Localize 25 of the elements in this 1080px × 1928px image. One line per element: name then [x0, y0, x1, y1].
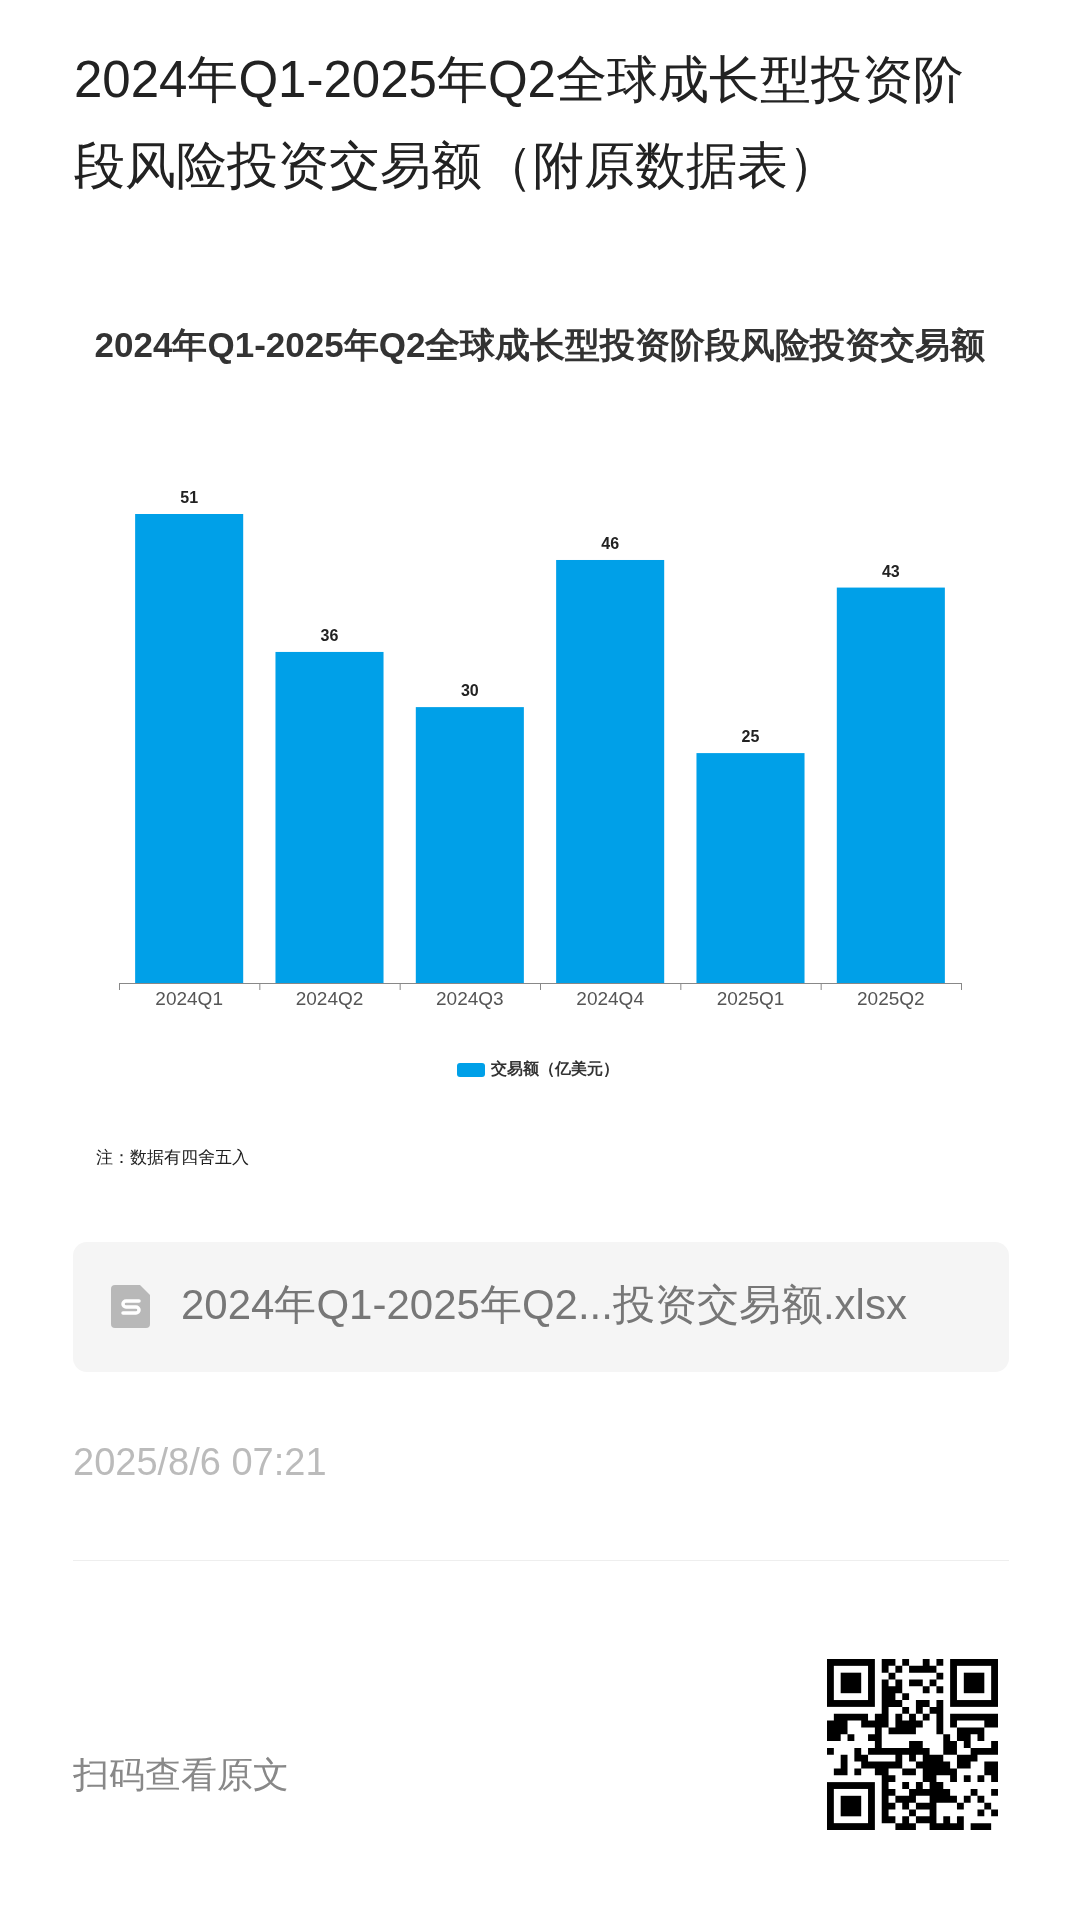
bar	[696, 753, 805, 983]
bar	[415, 707, 524, 983]
x-tick-label: 2025Q1	[716, 988, 785, 1010]
x-tick-label: 2025Q2	[857, 988, 925, 1010]
text: 2025/8/6 07:21	[73, 1441, 327, 1484]
data-label: 46	[601, 534, 620, 552]
data-label: 25	[741, 728, 760, 746]
bar	[836, 587, 945, 983]
x-tick-label: 2024Q3	[436, 988, 504, 1010]
legend-label: 交易额（亿美元）	[490, 1059, 619, 1079]
bar	[556, 559, 665, 983]
data-label: 51	[180, 489, 199, 506]
chart-subtitle: 2024年Q1-2025年Q2全球成长型投资阶段风险投资交易额	[94, 325, 986, 365]
text: 注：数据有四舍五入	[96, 1148, 249, 1168]
text: 2024年Q1-2025年Q2...投资交易额.xlsx	[181, 1281, 907, 1329]
data-label: 36	[320, 626, 339, 644]
x-tick-label: 2024Q1	[155, 988, 223, 1010]
bar	[275, 651, 384, 983]
text: 扫码查看原文	[72, 1753, 289, 1795]
data-label: 43	[881, 562, 900, 580]
chart-title: 2024年Q1-2025年Q2全球成长型投资阶段风险投资交易额（附原数据表）	[74, 50, 965, 196]
bar	[135, 514, 244, 983]
x-tick-label: 2024Q2	[295, 988, 364, 1010]
x-tick-label: 2024Q4	[576, 988, 645, 1010]
data-label: 30	[460, 682, 479, 700]
